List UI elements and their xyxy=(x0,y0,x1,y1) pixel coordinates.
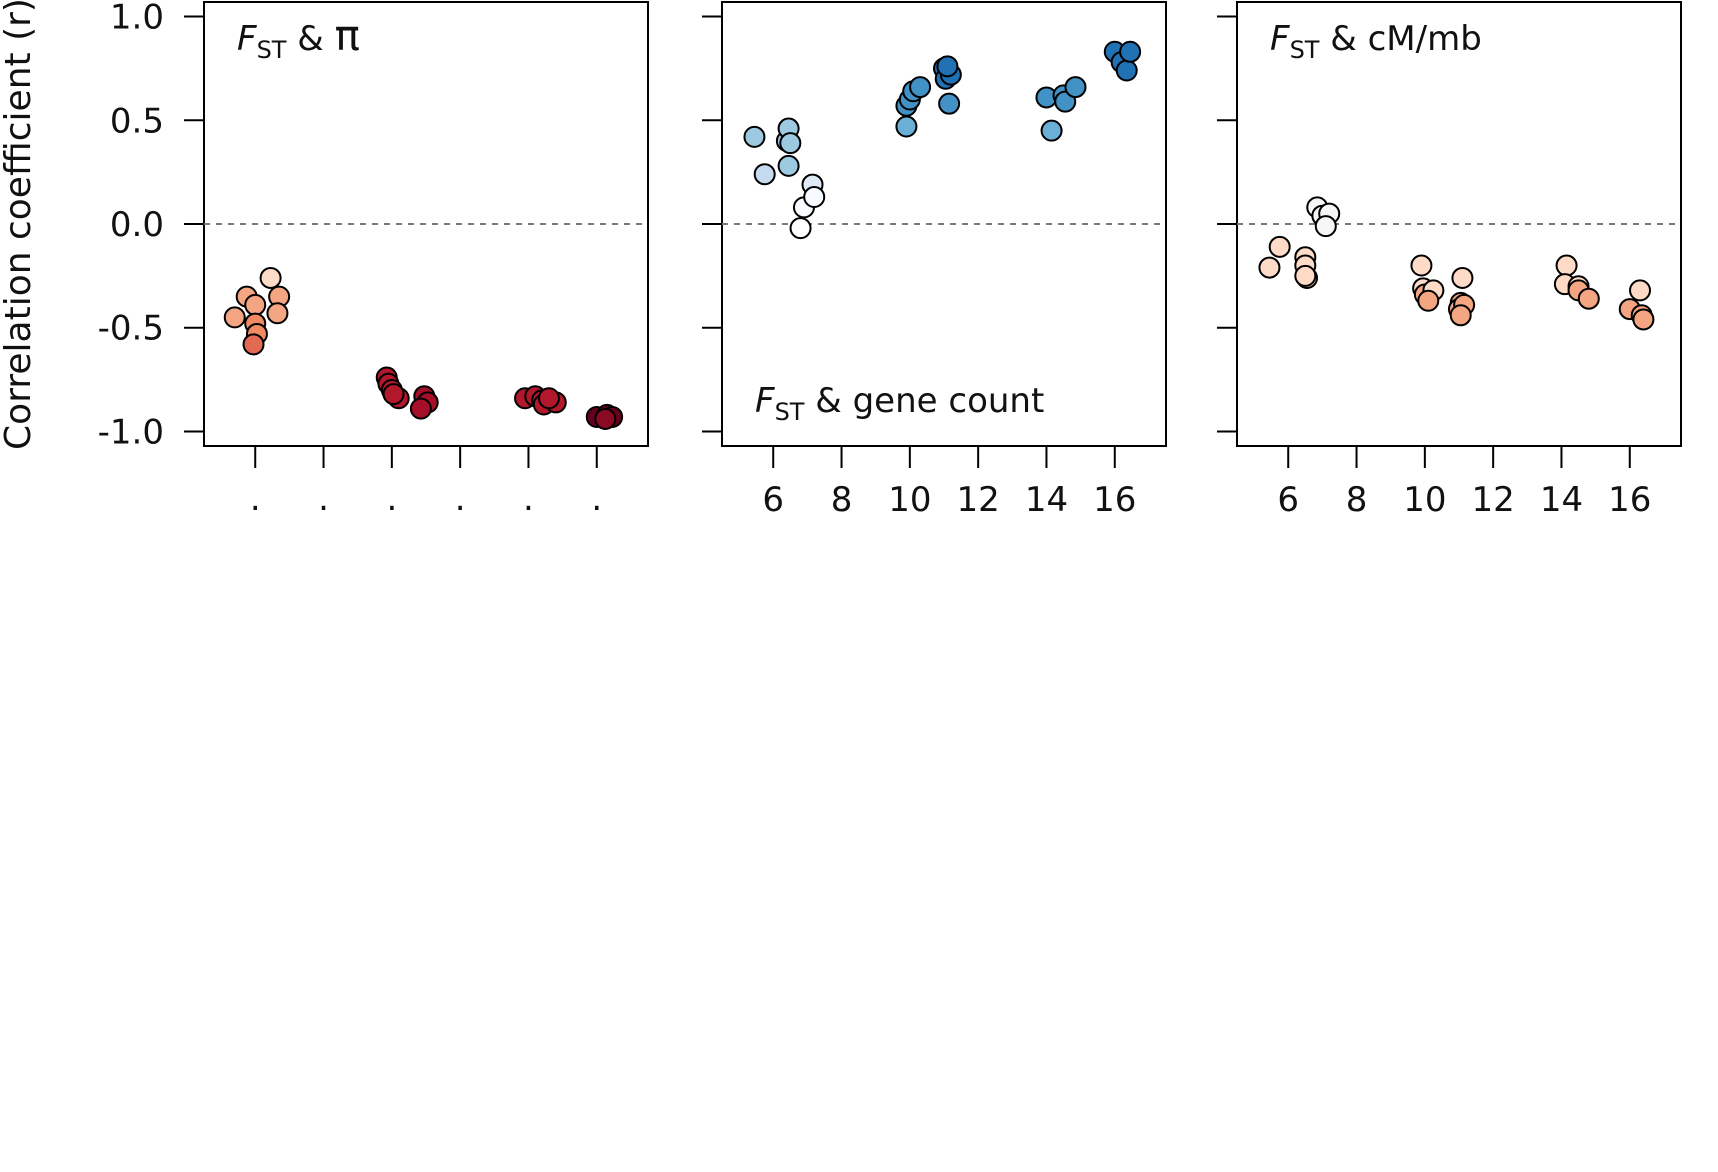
x-tick-label: 12 xyxy=(1472,480,1515,520)
data-point xyxy=(938,92,961,115)
x-tick-label: 10 xyxy=(888,480,931,520)
panel-label-italic: F xyxy=(755,381,775,421)
y-tick-label: 0.0 xyxy=(110,205,164,245)
x-tick-label: . xyxy=(318,479,329,519)
data-point xyxy=(1040,119,1063,142)
x-tick-label: 8 xyxy=(831,480,853,520)
data-point xyxy=(1629,279,1652,302)
data-point xyxy=(1410,254,1433,277)
data-point xyxy=(244,293,267,316)
x-tick-label: 10 xyxy=(1403,480,1446,520)
data-point xyxy=(777,154,800,177)
x-tick-label: 14 xyxy=(1025,480,1068,520)
data-point xyxy=(1115,59,1138,82)
y-axis-label: Correlation coefficient (r) xyxy=(0,0,39,450)
panel-label-italic: F xyxy=(237,19,257,59)
panel-label-text: & xyxy=(286,19,334,59)
x-tick-label: 16 xyxy=(1093,480,1136,520)
panel-label: FST & π xyxy=(237,11,360,64)
panel-label-subscript: ST xyxy=(1290,36,1320,64)
data-point xyxy=(1119,40,1142,63)
data-point xyxy=(382,383,405,406)
data-point xyxy=(743,125,766,148)
x-tick-label: 16 xyxy=(1608,480,1651,520)
panel-label-symbol: π xyxy=(335,11,360,60)
panel-2: 6 8 10 12 14 16 FST & gene count xyxy=(702,1,1167,520)
panel-label-subscript: ST xyxy=(775,398,805,426)
data-point xyxy=(895,115,918,138)
y-tick-label: -0.5 xyxy=(98,309,164,349)
panel-label-text: & cM/mb xyxy=(1319,19,1481,59)
data-point xyxy=(223,306,246,329)
x-tick-label: 6 xyxy=(1277,480,1299,520)
data-point xyxy=(259,266,282,289)
data-point xyxy=(1449,304,1472,327)
panel-1: 1.0 0.5 0.0 -0.5 -1.0..... . FST & π xyxy=(98,0,649,519)
panel-label-subscript: ST xyxy=(257,36,287,64)
panel-3: 6 8 10 12 14 16 FST & cM/mb xyxy=(1217,1,1682,520)
data-point xyxy=(409,397,432,420)
data-point xyxy=(789,217,812,240)
x-tick-label: 14 xyxy=(1540,480,1583,520)
x-tick-label: . xyxy=(386,479,397,519)
data-point xyxy=(537,387,560,410)
data-point xyxy=(936,55,959,78)
data-point xyxy=(1577,287,1600,310)
y-tick-label: 0.5 xyxy=(110,101,164,141)
data-point xyxy=(266,302,289,325)
data-point xyxy=(1294,264,1317,287)
data-point xyxy=(1555,254,1578,277)
y-tick-label: 1.0 xyxy=(110,0,164,38)
y-tick-label: -1.0 xyxy=(98,412,164,452)
x-tick-label: . xyxy=(455,479,466,519)
panel-label: FST & cM/mb xyxy=(1270,19,1482,64)
x-tick-label: 12 xyxy=(957,480,1000,520)
data-point xyxy=(1632,308,1655,331)
panel-label-italic: F xyxy=(1270,19,1290,59)
data-point xyxy=(1417,289,1440,312)
data-point xyxy=(1268,235,1291,258)
data-point xyxy=(779,132,802,155)
data-point xyxy=(909,76,932,99)
data-point xyxy=(1258,256,1281,279)
data-point xyxy=(803,186,826,209)
data-point xyxy=(1064,76,1087,99)
panel-label-text: & gene count xyxy=(804,381,1044,421)
data-point xyxy=(1451,266,1474,289)
data-point xyxy=(1314,215,1337,238)
x-tick-label: 6 xyxy=(762,480,784,520)
x-tick-label: . xyxy=(523,479,534,519)
x-tick-label: . xyxy=(250,479,261,519)
x-tick-label: . xyxy=(591,479,602,519)
x-tick-label: 8 xyxy=(1346,480,1368,520)
panel-label: FST & gene count xyxy=(755,381,1044,426)
data-point xyxy=(594,408,617,431)
data-point xyxy=(242,333,265,356)
data-point xyxy=(753,163,776,186)
